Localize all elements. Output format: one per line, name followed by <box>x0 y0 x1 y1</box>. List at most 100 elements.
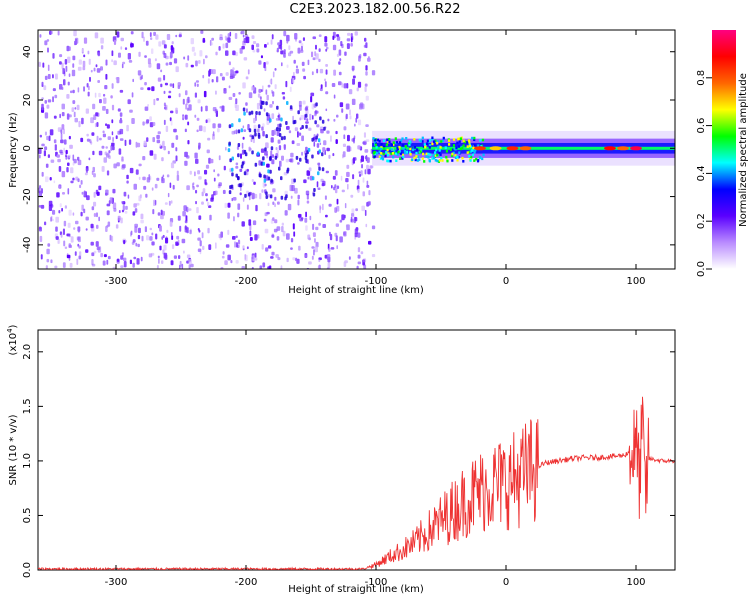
noise-speckle <box>65 149 68 155</box>
y-tick-label: 0.5 <box>22 508 33 524</box>
noise-speckle <box>272 217 275 221</box>
noise-speckle <box>142 176 146 181</box>
noise-speckle <box>232 93 236 97</box>
noise-speckle <box>50 259 53 264</box>
noise-speckle <box>197 99 201 104</box>
noise-speckle <box>147 87 151 91</box>
signal-fleck <box>478 155 482 159</box>
noise-speckle <box>98 216 100 222</box>
noise-speckle <box>300 45 303 51</box>
noise-speckle <box>73 227 76 230</box>
noise-speckle <box>91 252 95 257</box>
noise-speckle <box>175 34 178 38</box>
noise-speckle <box>319 206 322 210</box>
noise-speckle <box>196 117 200 121</box>
noise-speckle <box>276 226 281 231</box>
noise-speckle <box>343 232 346 236</box>
noise-speckle <box>235 129 238 135</box>
noise-speckle <box>39 34 42 38</box>
signal-fleck <box>421 136 424 140</box>
noise-speckle <box>357 145 361 150</box>
noise-speckle <box>232 67 235 71</box>
noise-speckle <box>298 40 302 44</box>
signal-fleck <box>445 150 448 153</box>
noise-speckle <box>286 126 290 130</box>
noise-speckle <box>298 132 302 136</box>
noise-speckle <box>145 40 149 46</box>
noise-speckle <box>241 266 245 269</box>
noise-speckle <box>162 174 165 178</box>
noise-speckle <box>253 117 256 124</box>
noise-speckle <box>312 115 314 120</box>
noise-speckle <box>318 259 321 263</box>
noise-speckle <box>95 241 99 247</box>
noise-speckle <box>264 212 268 217</box>
noise-speckle <box>68 114 72 118</box>
noise-speckle <box>274 129 277 135</box>
noise-speckle <box>231 123 234 128</box>
noise-speckle <box>264 228 269 234</box>
noise-speckle <box>276 105 279 110</box>
signal-fleck <box>374 138 377 142</box>
noise-speckle <box>320 129 324 134</box>
noise-speckle <box>106 153 110 158</box>
noise-speckle <box>120 265 124 268</box>
signal-fleck <box>434 154 437 158</box>
signal-fleck <box>471 149 474 152</box>
noise-speckle <box>187 140 190 145</box>
noise-speckle <box>307 159 310 164</box>
signal-fleck <box>454 156 457 159</box>
noise-speckle <box>189 170 192 175</box>
noise-speckle <box>341 214 345 221</box>
noise-speckle <box>267 266 271 269</box>
noise-speckle <box>249 230 252 237</box>
noise-speckle <box>48 204 53 211</box>
noise-speckle <box>305 190 310 196</box>
noise-speckle <box>203 126 206 133</box>
noise-speckle <box>350 216 353 222</box>
noise-speckle <box>276 149 279 154</box>
noise-speckle <box>269 169 272 174</box>
noise-speckle <box>318 48 321 52</box>
noise-speckle <box>160 83 163 88</box>
noise-speckle <box>72 89 75 94</box>
noise-speckle <box>243 129 247 132</box>
noise-speckle <box>357 119 362 126</box>
noise-speckle <box>38 61 41 67</box>
noise-speckle <box>63 240 66 247</box>
noise-speckle <box>352 174 355 180</box>
snr-xlabel: Height of straight line (km) <box>288 584 424 595</box>
signal-fleck <box>409 153 412 156</box>
signal-fleck <box>462 160 465 163</box>
noise-speckle <box>158 258 160 264</box>
noise-speckle <box>103 157 107 163</box>
noise-speckle <box>312 232 316 237</box>
noise-speckle <box>296 65 298 69</box>
noise-speckle <box>190 38 194 45</box>
signal-fleck <box>439 153 442 156</box>
noise-speckle <box>285 194 288 199</box>
signal-fleck <box>434 159 437 162</box>
noise-speckle <box>325 69 328 75</box>
noise-speckle <box>166 34 171 40</box>
noise-speckle <box>59 54 63 58</box>
signal-fleck <box>468 154 471 158</box>
noise-speckle <box>195 60 198 67</box>
noise-speckle <box>195 80 199 83</box>
noise-speckle <box>270 146 274 151</box>
noise-speckle <box>308 127 312 131</box>
noise-speckle <box>336 53 340 57</box>
noise-speckle <box>265 61 269 65</box>
noise-speckle <box>255 204 258 212</box>
noise-speckle <box>241 142 244 149</box>
signal-fleck <box>441 159 444 162</box>
noise-speckle <box>345 113 348 120</box>
noise-speckle <box>78 255 82 260</box>
signal-fleck <box>468 150 471 154</box>
noise-speckle <box>325 108 328 112</box>
noise-speckle <box>126 124 129 132</box>
noise-speckle <box>307 147 311 152</box>
signal-fleck <box>423 160 426 163</box>
noise-speckle <box>274 196 277 201</box>
noise-speckle <box>135 242 138 247</box>
